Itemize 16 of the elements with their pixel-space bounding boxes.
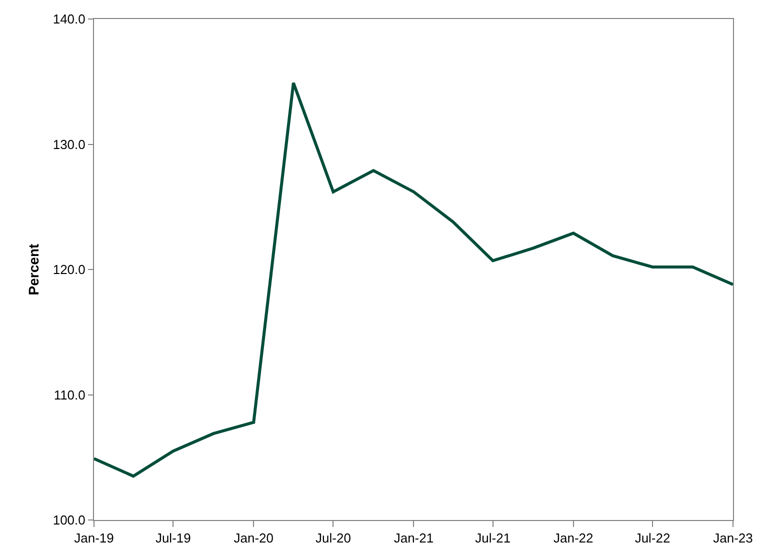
y-tick-label: 100.0 bbox=[52, 512, 86, 528]
x-tick-label: Jan-21 bbox=[394, 530, 434, 546]
y-tick-label: 140.0 bbox=[52, 12, 86, 27]
x-tick-label: Jul-21 bbox=[475, 530, 511, 546]
line-series bbox=[94, 81, 733, 478]
x-tick-label: Jul-20 bbox=[316, 530, 351, 546]
x-tick-label: Jan-23 bbox=[713, 530, 753, 546]
x-tick-label: Jul-22 bbox=[634, 530, 670, 546]
x-tick-label: Jan-19 bbox=[74, 530, 114, 546]
y-tick-label: 110.0 bbox=[54, 387, 86, 402]
y-tick-label: 130.0 bbox=[52, 136, 86, 152]
x-tick-label: Jan-22 bbox=[553, 530, 594, 546]
y-axis-title: Percent bbox=[25, 243, 42, 296]
x-tick-label: Jan-20 bbox=[234, 530, 274, 546]
x-tick-label: Jul-19 bbox=[155, 530, 191, 546]
y-tick-label: 120.0 bbox=[52, 262, 86, 278]
